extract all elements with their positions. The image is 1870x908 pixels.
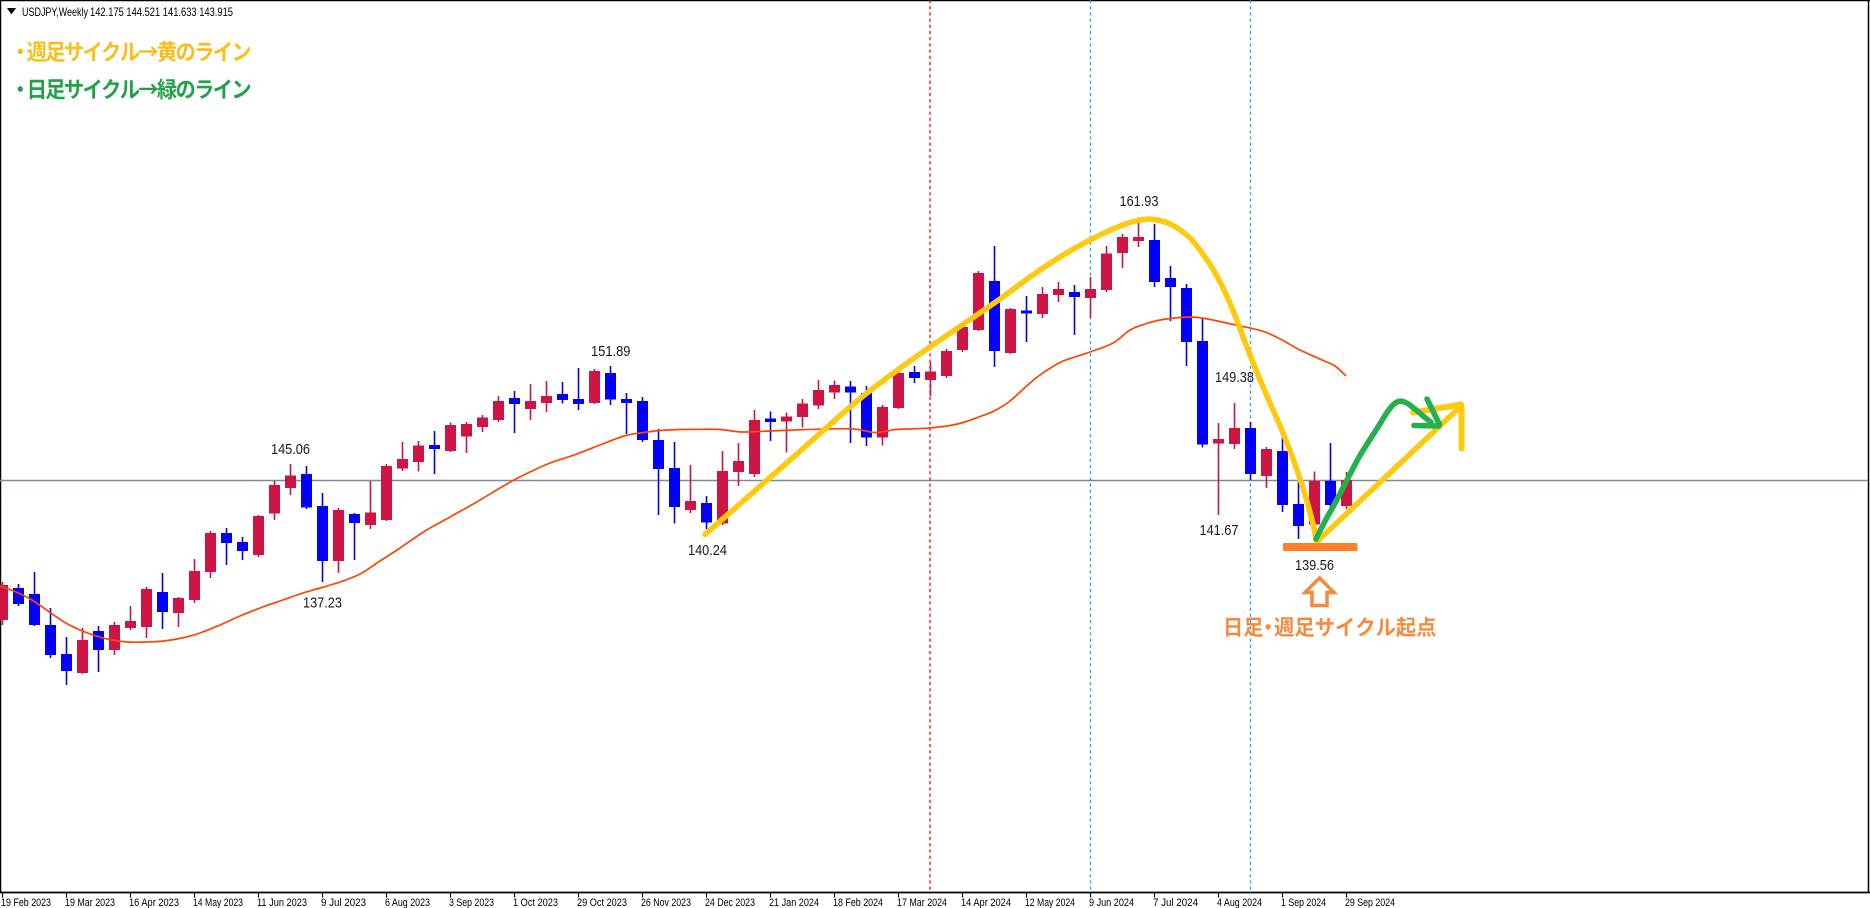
svg-text:USDJPY,Weekly: USDJPY,Weekly [22, 5, 88, 19]
svg-text:161.93: 161.93 [1120, 193, 1159, 210]
svg-text:4 Aug 2024: 4 Aug 2024 [1217, 897, 1262, 908]
svg-text:11 Jun 2023: 11 Jun 2023 [257, 897, 307, 908]
svg-text:12 May 2024: 12 May 2024 [1025, 897, 1075, 908]
svg-text:17 Mar 2024: 17 Mar 2024 [897, 897, 947, 908]
svg-text:139.56: 139.56 [1295, 557, 1334, 574]
svg-text:1 Oct 2023: 1 Oct 2023 [513, 897, 558, 908]
svg-text:9 Jul 2023: 9 Jul 2023 [321, 897, 366, 908]
svg-text:140.24: 140.24 [688, 542, 727, 559]
svg-text:18 Feb 2024: 18 Feb 2024 [833, 897, 883, 908]
svg-text:19 Mar 2023: 19 Mar 2023 [65, 897, 115, 908]
svg-text:7 Jul 2024: 7 Jul 2024 [1153, 897, 1198, 908]
svg-text:21 Jan 2024: 21 Jan 2024 [769, 897, 819, 908]
svg-text:29 Sep 2024: 29 Sep 2024 [1345, 897, 1395, 908]
svg-text:19 Feb 2023: 19 Feb 2023 [1, 897, 51, 908]
svg-text:141.67: 141.67 [1200, 522, 1239, 539]
svg-text:16 Apr 2023: 16 Apr 2023 [129, 897, 179, 908]
svg-text:24 Dec 2023: 24 Dec 2023 [705, 897, 755, 908]
svg-text:149.38: 149.38 [1215, 369, 1254, 386]
svg-text:26 Nov 2023: 26 Nov 2023 [641, 897, 691, 908]
svg-text:142.175 144.521 141.633 143.91: 142.175 144.521 141.633 143.915 [90, 5, 233, 19]
svg-text:14 May 2023: 14 May 2023 [193, 897, 243, 908]
svg-text:3 Sep 2023: 3 Sep 2023 [449, 897, 494, 908]
svg-text:151.89: 151.89 [591, 343, 631, 360]
svg-text:145.06: 145.06 [271, 441, 310, 458]
svg-text:1 Sep 2024: 1 Sep 2024 [1281, 897, 1326, 908]
svg-text:9 Jun 2024: 9 Jun 2024 [1089, 897, 1134, 908]
svg-text:6 Aug 2023: 6 Aug 2023 [385, 897, 430, 908]
svg-text:137.23: 137.23 [303, 595, 342, 612]
svg-text:14 Apr 2024: 14 Apr 2024 [961, 897, 1011, 908]
svg-text:29 Oct 2023: 29 Oct 2023 [577, 897, 627, 908]
